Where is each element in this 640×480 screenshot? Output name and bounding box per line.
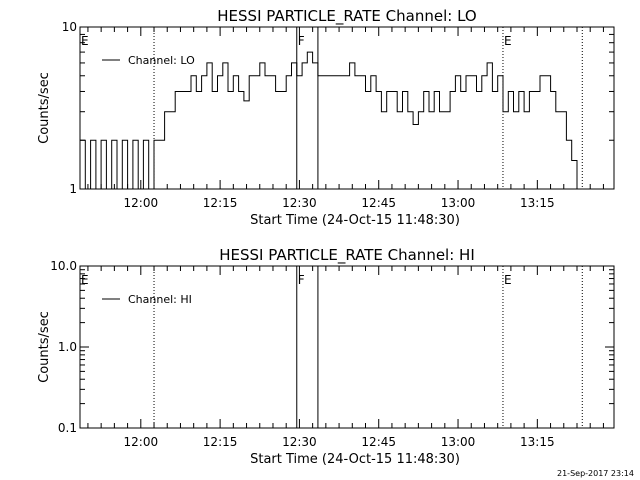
x-tick-label: 12:45 — [361, 196, 396, 210]
chart-title: HESSI PARTICLE_RATE Channel: HI — [219, 246, 475, 265]
hi-channel-panel: HESSI PARTICLE_RATE Channel: HI Start Tim… — [37, 246, 615, 467]
x-tick-label: 13:15 — [520, 196, 555, 210]
legend-label: Channel: HI — [128, 293, 192, 306]
x-tick-label: 12:00 — [124, 196, 159, 210]
lo-channel-panel: HESSI PARTICLE_RATE Channel: LO Start Tim… — [37, 7, 615, 228]
series-line — [80, 51, 583, 190]
flag-annotation: E — [81, 34, 89, 48]
y-axis-label: Counts/sec — [37, 311, 52, 383]
flag-annotation: E — [504, 34, 512, 48]
generated-timestamp: 21-Sep-2017 23:14 — [557, 469, 634, 478]
x-tick-label: 12:45 — [361, 435, 396, 449]
x-tick-label: 12:15 — [203, 435, 238, 449]
flag-annotation: E — [504, 273, 512, 287]
flag-annotation: F — [298, 273, 305, 287]
x-tick-label: 13:00 — [441, 435, 476, 449]
y-tick-label: 10.0 — [50, 259, 77, 273]
y-tick-label: 0.1 — [58, 421, 77, 435]
y-tick-label: 1 — [69, 182, 77, 196]
plot-frame — [79, 265, 615, 429]
x-axis-label: Start Time (24-Oct-15 11:48:30) — [250, 452, 460, 467]
x-tick-label: 12:15 — [203, 196, 238, 210]
x-tick-label: 13:15 — [520, 435, 555, 449]
x-axis-label: Start Time (24-Oct-15 11:48:30) — [250, 213, 460, 228]
x-tick-label: 12:30 — [282, 435, 317, 449]
x-tick-label: 12:00 — [124, 435, 159, 449]
chart-title: HESSI PARTICLE_RATE Channel: LO — [217, 7, 476, 26]
flag-annotation: E — [81, 273, 89, 287]
legend-label: Channel: LO — [128, 54, 195, 67]
y-tick-label: 1.0 — [58, 340, 77, 354]
x-tick-label: 12:30 — [282, 196, 317, 210]
x-tick-label: 13:00 — [441, 196, 476, 210]
y-axis-label: Counts/sec — [37, 72, 52, 144]
plot-frame — [79, 26, 615, 190]
y-tick-label: 10 — [62, 20, 77, 34]
flag-annotation: F — [298, 34, 305, 48]
